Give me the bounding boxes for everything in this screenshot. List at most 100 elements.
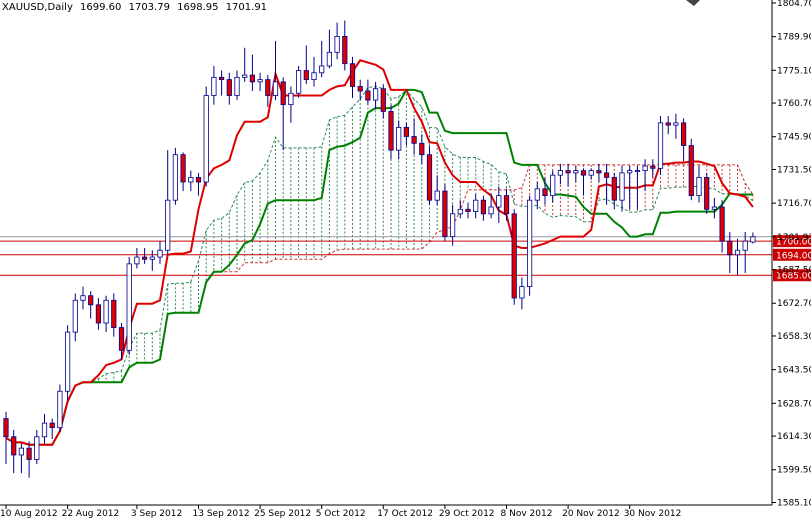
candle (449, 204, 456, 246)
candle-body (103, 299, 109, 324)
candle-body (503, 195, 510, 215)
candle-body (188, 177, 194, 183)
candle-body (88, 295, 94, 306)
y-tick-label: 1775.10 (777, 66, 811, 76)
candle (372, 81, 379, 110)
candle (3, 411, 9, 465)
candle (642, 159, 648, 192)
y-tick-label: 1614.30 (777, 432, 811, 442)
candle (365, 79, 371, 105)
candle (49, 418, 55, 440)
candle-body (596, 170, 602, 174)
y-tick-label: 1760.70 (777, 99, 811, 109)
candle-body (750, 236, 756, 243)
candle-body (681, 122, 687, 146)
ichimoku-lines (5, 59, 754, 446)
candle-body (72, 299, 78, 333)
candle (588, 168, 594, 180)
y-tick-label: 1745.90 (777, 133, 811, 143)
hline-label-bg (773, 235, 811, 248)
candle (704, 172, 710, 214)
candle-body (388, 111, 394, 151)
candle (41, 414, 48, 444)
candle-body (334, 35, 340, 53)
candle-body (519, 286, 525, 299)
y-tick-label: 1789.90 (777, 33, 811, 43)
y-tick-label: 1731.50 (777, 165, 811, 175)
candle (280, 77, 286, 151)
candle-body (734, 249, 741, 256)
candle-body (473, 199, 479, 212)
candle (503, 188, 510, 221)
candle-body (511, 213, 517, 299)
candle (750, 232, 756, 244)
chart-header: XAUUSD,Daily 1699.60 1703.79 1698.95 170… (2, 2, 271, 13)
candle (242, 47, 248, 82)
y-tick-label: 1687.50 (777, 266, 811, 276)
candle (457, 200, 463, 219)
y-tick-label: 1599.50 (777, 466, 811, 476)
candle (696, 166, 702, 203)
candle (34, 429, 40, 465)
candle (288, 86, 294, 123)
x-tick-label: 29 Oct 2012 (439, 509, 495, 518)
candle-body (419, 142, 425, 156)
candle-body (41, 422, 48, 438)
candle (742, 232, 748, 273)
candle (226, 72, 232, 105)
candle (141, 247, 148, 264)
x-tick-label: 8 Nov 2012 (501, 509, 553, 518)
candle-body (95, 304, 101, 324)
candle-body (673, 122, 679, 126)
candle-body (588, 170, 594, 176)
hline-label: 1685.00 (776, 272, 811, 282)
high-value: 1703.79 (128, 2, 170, 13)
candle-body (480, 199, 487, 215)
candle-body (118, 327, 125, 351)
candle (604, 163, 610, 205)
candle (580, 168, 587, 196)
candle-body (380, 88, 386, 112)
candles (3, 20, 756, 478)
senkou-span-a (5, 85, 754, 446)
candle-body (365, 90, 371, 101)
candle-body (149, 256, 155, 260)
candle (203, 86, 209, 187)
candle (465, 202, 471, 219)
candle (334, 22, 340, 60)
candle (611, 172, 617, 210)
candle (234, 70, 240, 101)
candle (357, 79, 363, 101)
candle-body (634, 170, 641, 173)
candle (657, 116, 664, 176)
candle (634, 166, 641, 210)
candle (681, 118, 687, 162)
candle (180, 152, 186, 192)
candle-body (3, 418, 9, 438)
candle (303, 45, 309, 85)
candle-body (704, 177, 710, 210)
candle-body (34, 436, 40, 460)
candle-body (619, 172, 625, 201)
candle-body (349, 63, 356, 87)
candle (126, 257, 132, 355)
candle (673, 113, 679, 139)
x-tick-label: 20 Nov 2012 (562, 509, 620, 518)
candle-body (111, 299, 117, 328)
candle-body (57, 390, 63, 429)
candle (311, 56, 317, 87)
candle (103, 295, 109, 333)
candle-body (434, 190, 440, 201)
candle-body (604, 172, 610, 178)
candle (619, 166, 625, 212)
hline-label: 1694.00 (776, 251, 811, 261)
candle (11, 429, 17, 474)
candle (65, 325, 71, 401)
candle-body (696, 177, 702, 197)
candle-body (134, 256, 140, 265)
candle-body (657, 122, 664, 169)
candle-body (534, 188, 540, 201)
candle (265, 75, 271, 107)
